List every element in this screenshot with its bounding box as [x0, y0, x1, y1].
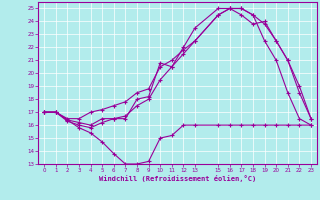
X-axis label: Windchill (Refroidissement éolien,°C): Windchill (Refroidissement éolien,°C) [99, 175, 256, 182]
